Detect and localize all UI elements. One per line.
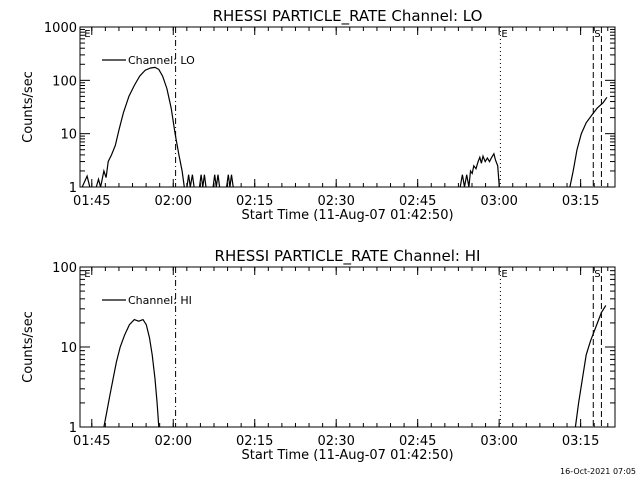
chart-title: RHESSI PARTICLE_RATE Channel: LO xyxy=(213,7,483,26)
y-axis-label: Counts/sec xyxy=(21,71,36,143)
hi-channel-panel: RHESSI PARTICLE_RATE Channel: HI 1 10 100 01… xyxy=(21,247,616,463)
event-marker-label: E xyxy=(84,269,90,280)
x-tick-label: 02:30 xyxy=(317,434,354,449)
series-line xyxy=(226,174,234,188)
x-tick-label: 02:45 xyxy=(399,194,436,209)
series-line xyxy=(186,174,195,188)
plot-frame xyxy=(79,26,616,188)
footer-timestamp: 16-Oct-2021 07:05 xyxy=(560,467,636,476)
plot-frame xyxy=(79,266,616,428)
series-line xyxy=(212,174,221,188)
y-tick-label: 100 xyxy=(52,261,77,276)
x-tick-label: 02:30 xyxy=(317,194,354,209)
y-tick-label: 10 xyxy=(60,128,77,143)
x-tick-label: 02:15 xyxy=(236,194,273,209)
y-axis-label: Counts/sec xyxy=(21,311,36,383)
x-tick-label: 03:00 xyxy=(480,194,517,209)
event-marker-label: E xyxy=(501,269,507,280)
y-tick-label: 1 xyxy=(69,181,77,196)
x-tick-label: 02:00 xyxy=(155,194,192,209)
series-line xyxy=(81,174,91,188)
event-marker-label: E xyxy=(84,29,90,40)
x-tick-label: 01:45 xyxy=(73,194,110,209)
x-tick-label: 02:45 xyxy=(399,434,436,449)
x-axis-label: Start Time (11-Aug-07 01:42:50) xyxy=(241,208,453,223)
x-tick-label: 02:15 xyxy=(236,434,273,449)
event-marker-label: E xyxy=(501,29,507,40)
legend-label: Channel: LO xyxy=(128,54,195,67)
series-line xyxy=(569,96,608,188)
series-line xyxy=(574,305,607,428)
y-tick-label: 100 xyxy=(52,74,77,89)
y-tick-label: 1 xyxy=(69,421,77,436)
x-tick-label: 03:15 xyxy=(562,434,599,449)
series-line xyxy=(459,152,500,188)
legend-label: Channel: HI xyxy=(128,294,192,307)
x-axis-label: Start Time (11-Aug-07 01:42:50) xyxy=(241,448,453,463)
event-marker-label: S xyxy=(594,269,600,280)
y-tick-label: 10 xyxy=(60,341,77,356)
series-line xyxy=(198,174,207,188)
x-tick-label: 02:00 xyxy=(155,434,192,449)
y-tick-label: 1000 xyxy=(44,21,77,36)
event-marker-label: S xyxy=(594,29,600,40)
x-tick-label: 01:45 xyxy=(73,434,110,449)
series-line xyxy=(95,66,185,188)
x-tick-label: 03:15 xyxy=(562,194,599,209)
chart-title: RHESSI PARTICLE_RATE Channel: HI xyxy=(215,247,481,266)
lo-channel-panel: RHESSI PARTICLE_RATE Channel: LO 1 10 100 10… xyxy=(21,7,616,223)
series-line xyxy=(103,318,160,428)
x-tick-label: 03:00 xyxy=(480,434,517,449)
